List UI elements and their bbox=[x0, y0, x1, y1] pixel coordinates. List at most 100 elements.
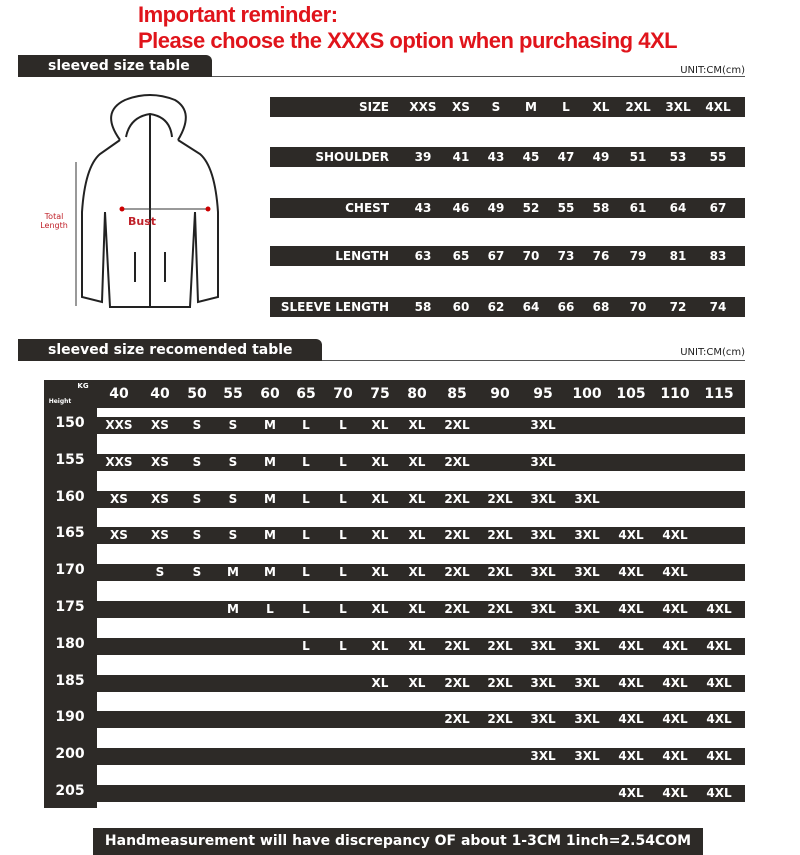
cell: 51 bbox=[629, 150, 647, 164]
weight-label: 65 bbox=[296, 386, 316, 402]
table-row: XL XL 2XL 2XL 3XL 3XL 4XL 4XL 4XL bbox=[97, 674, 745, 692]
table-row: M L L L XL XL 2XL 2XL 3XL 3XL 4XL 4XL 4XL bbox=[97, 601, 745, 618]
size-cell: XL bbox=[371, 454, 389, 469]
size-cell: 4XL bbox=[662, 786, 688, 800]
size-cell: 4XL bbox=[618, 565, 644, 580]
row-label: SLEEVE LENGTH bbox=[280, 300, 389, 314]
height-column bbox=[44, 380, 97, 808]
size-cell: L bbox=[339, 565, 347, 580]
size-row: SLEEVE LENGTH 58 60 62 64 66 68 70 72 74 bbox=[270, 297, 745, 317]
reminder-line-1: Important reminder: bbox=[138, 2, 338, 27]
size-cell: XS bbox=[151, 491, 169, 506]
weight-header: KG Height 40 40 50 55 60 65 70 75 80 85 90 95 100 105… bbox=[44, 380, 745, 408]
size-cell: XXS bbox=[105, 454, 133, 469]
size-cell: XL bbox=[371, 491, 389, 506]
cell: 70 bbox=[522, 249, 540, 263]
size-row: SHOULDER 39 41 43 45 47 49 51 53 55 bbox=[270, 147, 745, 167]
table-row: 2XL 2XL 3XL 3XL 4XL 4XL 4XL bbox=[97, 711, 745, 729]
reminder-line-2: Please choose the XXXS option when purch… bbox=[138, 28, 678, 53]
size-cell: 4XL bbox=[706, 602, 732, 616]
size-cell: 4XL bbox=[706, 675, 732, 690]
size-cell: 3XL bbox=[530, 638, 556, 653]
size-cell: 3XL bbox=[574, 528, 600, 543]
size-cell: 3XL bbox=[530, 602, 556, 616]
weight-label: 90 bbox=[490, 386, 510, 402]
height-value: 165 bbox=[55, 525, 85, 542]
size-cell: S bbox=[192, 565, 202, 580]
size-cell: L bbox=[302, 528, 310, 543]
weight-label: 40 bbox=[109, 386, 129, 402]
weight-label: 100 bbox=[572, 386, 602, 402]
size-cell: 3XL bbox=[530, 712, 556, 727]
size-cell: M bbox=[264, 454, 276, 469]
cell: 52 bbox=[522, 201, 540, 215]
bust-label: Bust bbox=[128, 215, 157, 228]
size-cell: 2XL bbox=[444, 491, 470, 506]
size-cell: L bbox=[339, 638, 347, 653]
size-cell: L bbox=[302, 638, 310, 653]
weight-label: 85 bbox=[447, 386, 467, 402]
table-row: 4XL 4XL 4XL bbox=[97, 785, 745, 802]
cell: S bbox=[491, 100, 501, 114]
cell: M bbox=[525, 100, 537, 114]
unit-label: UNIT:CM(cm) bbox=[680, 65, 745, 76]
size-cell: XS bbox=[151, 418, 169, 432]
size-cell: 3XL bbox=[530, 491, 556, 506]
size-cell: 3XL bbox=[574, 675, 600, 690]
cell: 2XL bbox=[625, 100, 651, 114]
cell: XS bbox=[452, 100, 470, 114]
size-row: CHEST 43 46 49 52 55 58 61 64 67 bbox=[270, 198, 745, 218]
size-cell: 4XL bbox=[618, 675, 644, 690]
cell: 45 bbox=[522, 150, 540, 164]
size-cell: M bbox=[264, 491, 276, 506]
divider bbox=[18, 360, 745, 361]
cell: 70 bbox=[629, 300, 647, 314]
cell: 68 bbox=[592, 300, 610, 314]
size-cell: 2XL bbox=[487, 491, 513, 506]
size-cell: XS bbox=[151, 528, 169, 543]
cell: 43 bbox=[414, 201, 432, 215]
footer-note: Handmeasurement will have discrepancy OF… bbox=[93, 828, 703, 855]
cell: 73 bbox=[557, 249, 575, 263]
size-cell: 4XL bbox=[662, 712, 688, 727]
size-cell: XL bbox=[371, 602, 389, 616]
weight-label: 105 bbox=[616, 386, 646, 402]
divider bbox=[18, 76, 745, 77]
size-cell: M bbox=[264, 418, 276, 432]
height-value: 155 bbox=[55, 451, 85, 468]
cell: 3XL bbox=[665, 100, 691, 114]
size-cell: 3XL bbox=[574, 565, 600, 580]
size-cell: XL bbox=[408, 491, 426, 506]
cell: 64 bbox=[522, 300, 540, 314]
size-cell: 2XL bbox=[487, 712, 513, 727]
cell: 67 bbox=[487, 249, 505, 263]
total-length-label: Total Length bbox=[40, 212, 68, 230]
size-cell: 4XL bbox=[662, 565, 688, 580]
cell: 55 bbox=[557, 201, 575, 215]
size-cell: S bbox=[155, 565, 165, 580]
height-value: 200 bbox=[55, 746, 85, 763]
size-cell: S bbox=[192, 528, 202, 543]
cell: 76 bbox=[592, 249, 610, 263]
cell: 46 bbox=[452, 201, 470, 215]
size-cell: 4XL bbox=[618, 602, 644, 616]
size-cell: XL bbox=[408, 454, 426, 469]
size-cell: 2XL bbox=[444, 602, 470, 616]
cell: 63 bbox=[414, 249, 432, 263]
cell: 58 bbox=[414, 300, 432, 314]
size-cell: S bbox=[228, 528, 238, 543]
table-row: XS XS S S M L L XL XL 2XL 2XL 3XL 3XL 4XL 4XL bbox=[97, 527, 745, 545]
weight-label: 80 bbox=[407, 386, 427, 402]
size-cell: XL bbox=[408, 675, 426, 690]
size-cell: XL bbox=[371, 565, 389, 580]
size-cell: 2XL bbox=[444, 454, 470, 469]
size-cell: 2XL bbox=[487, 565, 513, 580]
size-cell: S bbox=[192, 491, 202, 506]
size-cell: 3XL bbox=[530, 418, 556, 432]
size-cell: S bbox=[228, 491, 238, 506]
size-cell: 3XL bbox=[574, 749, 600, 764]
cell: 67 bbox=[709, 201, 727, 215]
cell: 61 bbox=[629, 201, 647, 215]
table-row: S S M M L L XL XL 2XL 2XL 3XL 3XL 4XL 4XL bbox=[97, 564, 745, 582]
